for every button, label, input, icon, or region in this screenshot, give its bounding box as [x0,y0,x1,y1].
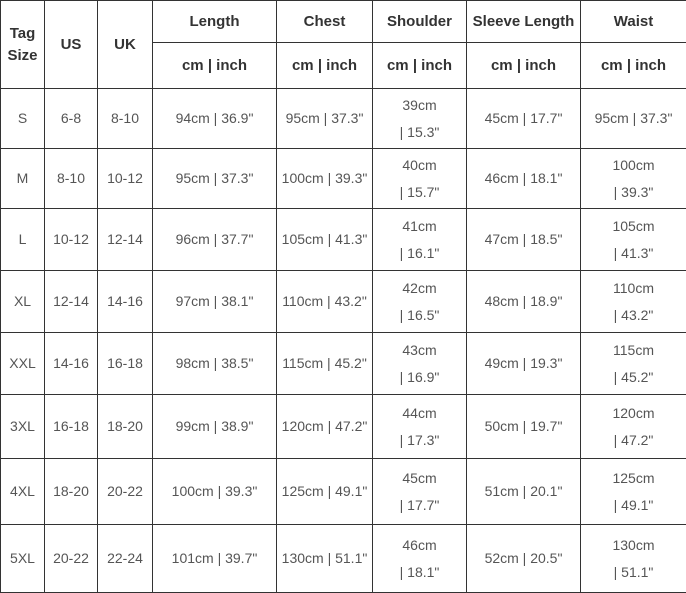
cell-chest: 125cm | 49.1" [277,459,373,525]
cell-chest: 115cm | 45.2" [277,333,373,395]
cell-uk: 18-20 [98,395,153,459]
cell-shoulder: 42cm | 16.5" [373,271,467,333]
table-row: 3XL 16-18 18-20 99cm | 38.9" 120cm | 47.… [1,395,686,459]
unit-header-waist: cm | inch [581,43,686,89]
column-header-length: Length [153,1,277,43]
cell-waist: 100cm | 39.3" [581,149,686,209]
table-row: S 6-8 8-10 94cm | 36.9" 95cm | 37.3" 39c… [1,89,686,149]
cell-us: 8-10 [45,149,98,209]
cell-tag-size: 5XL [1,525,45,593]
cell-length: 96cm | 37.7" [153,209,277,271]
cell-sleeve-length: 47cm | 18.5" [467,209,581,271]
cell-shoulder: 45cm | 17.7" [373,459,467,525]
unit-header-sleeve-length: cm | inch [467,43,581,89]
table-row: 5XL 20-22 22-24 101cm | 39.7" 130cm | 51… [1,525,686,593]
cell-tag-size: 4XL [1,459,45,525]
cell-tag-size: XXL [1,333,45,395]
cell-sleeve-length: 51cm | 20.1" [467,459,581,525]
cell-sleeve-length: 50cm | 19.7" [467,395,581,459]
cell-shoulder: 41cm | 16.1" [373,209,467,271]
cell-chest: 120cm | 47.2" [277,395,373,459]
cell-waist: 110cm | 43.2" [581,271,686,333]
cell-chest: 110cm | 43.2" [277,271,373,333]
cell-waist: 115cm | 45.2" [581,333,686,395]
cell-tag-size: 3XL [1,395,45,459]
cell-us: 18-20 [45,459,98,525]
cell-uk: 10-12 [98,149,153,209]
cell-chest: 105cm | 41.3" [277,209,373,271]
cell-waist: 125cm | 49.1" [581,459,686,525]
cell-sleeve-length: 48cm | 18.9" [467,271,581,333]
cell-sleeve-length: 46cm | 18.1" [467,149,581,209]
cell-waist: 120cm | 47.2" [581,395,686,459]
cell-tag-size: XL [1,271,45,333]
column-header-shoulder: Shoulder [373,1,467,43]
cell-length: 94cm | 36.9" [153,89,277,149]
table-row: L 10-12 12-14 96cm | 37.7" 105cm | 41.3"… [1,209,686,271]
cell-us: 16-18 [45,395,98,459]
cell-waist: 130cm | 51.1" [581,525,686,593]
cell-us: 12-14 [45,271,98,333]
cell-length: 100cm | 39.3" [153,459,277,525]
cell-shoulder: 39cm | 15.3" [373,89,467,149]
cell-shoulder: 44cm | 17.3" [373,395,467,459]
cell-sleeve-length: 45cm | 17.7" [467,89,581,149]
cell-uk: 14-16 [98,271,153,333]
cell-tag-size: L [1,209,45,271]
cell-sleeve-length: 52cm | 20.5" [467,525,581,593]
column-header-waist: Waist [581,1,686,43]
cell-length: 99cm | 38.9" [153,395,277,459]
cell-uk: 16-18 [98,333,153,395]
column-header-sleeve-length: Sleeve Length [467,1,581,43]
unit-header-chest: cm | inch [277,43,373,89]
column-header-tag-size: Tag Size [1,1,45,89]
cell-chest: 130cm | 51.1" [277,525,373,593]
cell-us: 6-8 [45,89,98,149]
column-header-uk: UK [98,1,153,89]
cell-tag-size: M [1,149,45,209]
cell-shoulder: 40cm | 15.7" [373,149,467,209]
cell-us: 10-12 [45,209,98,271]
cell-uk: 20-22 [98,459,153,525]
cell-length: 101cm | 39.7" [153,525,277,593]
table-row: XL 12-14 14-16 97cm | 38.1" 110cm | 43.2… [1,271,686,333]
cell-chest: 95cm | 37.3" [277,89,373,149]
cell-waist: 105cm | 41.3" [581,209,686,271]
cell-uk: 22-24 [98,525,153,593]
cell-waist: 95cm | 37.3" [581,89,686,149]
cell-length: 97cm | 38.1" [153,271,277,333]
cell-uk: 8-10 [98,89,153,149]
table-row: M 8-10 10-12 95cm | 37.3" 100cm | 39.3" … [1,149,686,209]
table-row: 4XL 18-20 20-22 100cm | 39.3" 125cm | 49… [1,459,686,525]
cell-tag-size: S [1,89,45,149]
cell-sleeve-length: 49cm | 19.3" [467,333,581,395]
cell-shoulder: 46cm | 18.1" [373,525,467,593]
cell-shoulder: 43cm | 16.9" [373,333,467,395]
column-header-us: US [45,1,98,89]
column-header-chest: Chest [277,1,373,43]
cell-us: 20-22 [45,525,98,593]
unit-header-shoulder: cm | inch [373,43,467,89]
cell-chest: 100cm | 39.3" [277,149,373,209]
cell-length: 95cm | 37.3" [153,149,277,209]
cell-length: 98cm | 38.5" [153,333,277,395]
unit-header-length: cm | inch [153,43,277,89]
table-row: XXL 14-16 16-18 98cm | 38.5" 115cm | 45.… [1,333,686,395]
cell-us: 14-16 [45,333,98,395]
cell-uk: 12-14 [98,209,153,271]
